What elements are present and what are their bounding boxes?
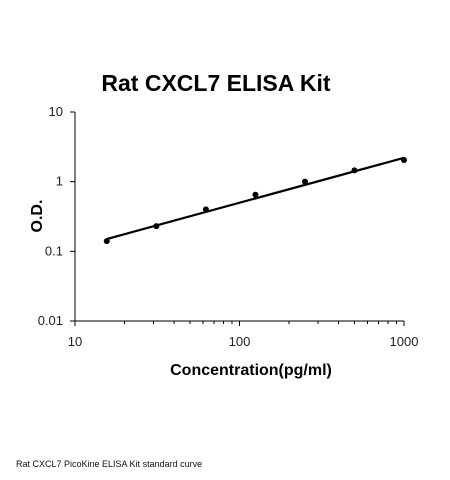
- data-point: [401, 156, 407, 163]
- y-tick-label: 1: [56, 174, 63, 189]
- data-points: [103, 156, 407, 245]
- x-axis-ticks: 10 100 1000: [68, 321, 419, 349]
- data-point: [103, 238, 110, 245]
- y-tick-label: 0.1: [45, 243, 63, 258]
- x-tick-label: 10: [68, 334, 82, 349]
- y-tick-label: 0.01: [38, 313, 63, 328]
- data-point: [351, 167, 358, 174]
- chart-title: Rat CXCL7 ELISA Kit: [101, 70, 331, 96]
- data-point: [301, 178, 308, 185]
- data-point: [153, 223, 160, 230]
- x-tick-label: 1000: [390, 334, 419, 349]
- figure-caption: Rat CXCL7 PicoKine ELISA Kit standard cu…: [16, 459, 203, 469]
- data-point: [202, 206, 209, 213]
- y-axis-ticks: 0.01 0.1 1 10: [38, 104, 75, 328]
- x-tick-label: 100: [229, 334, 251, 349]
- y-tick-label: 10: [49, 104, 63, 119]
- data-point: [252, 191, 259, 198]
- trendline: [106, 156, 405, 241]
- trendline-group: [106, 156, 405, 241]
- x-axis-label: Concentration(pg/ml): [170, 362, 332, 379]
- y-axis-label: O.D.: [29, 200, 46, 233]
